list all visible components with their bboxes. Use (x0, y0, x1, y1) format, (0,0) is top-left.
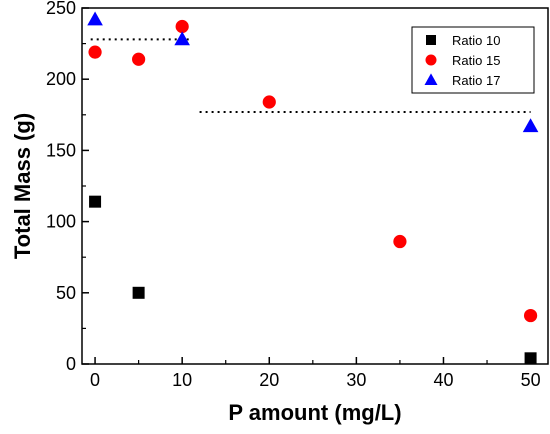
x-tick-label: 10 (172, 370, 192, 390)
legend-marker-2 (425, 54, 437, 66)
y-tick-label: 0 (66, 354, 76, 374)
legend-label-1: Ratio 10 (452, 33, 500, 48)
data-point-series-3-3 (522, 118, 539, 133)
y-tick-label: 200 (46, 69, 76, 89)
y-tick-label: 250 (46, 0, 76, 18)
x-tick-label: 0 (90, 370, 100, 390)
data-point-series-1-1 (89, 195, 102, 208)
data-point-series-3-1 (87, 11, 103, 26)
x-tick-label: 30 (346, 370, 366, 390)
axes: 0 10 20 30 40 50 0 50 100 150 200 250 (46, 0, 549, 390)
data-point-series-2-5 (393, 234, 407, 249)
x-tick-label: 40 (433, 370, 453, 390)
reference-lines (90, 38, 531, 113)
legend-marker-1 (426, 35, 436, 45)
legend-marker-3 (424, 73, 438, 85)
legend-label-2: Ratio 15 (452, 53, 500, 68)
x-tick-label: 50 (521, 370, 541, 390)
legend: Ratio 10 Ratio 15 Ratio 17 (411, 26, 535, 94)
data-point-series-2-6 (523, 308, 538, 323)
data-point-series-3-2 (174, 31, 190, 46)
y-axis-title: Total Mass (g) (10, 113, 35, 259)
legend-label-3: Ratio 17 (452, 73, 500, 88)
x-tick-label: 20 (259, 370, 279, 390)
data-points (87, 11, 539, 365)
data-point-series-2-3 (175, 19, 189, 34)
y-tick-label: 50 (56, 283, 76, 303)
x-axis-title: P amount (mg/L) (228, 400, 401, 425)
y-tick-label: 100 (46, 212, 76, 232)
data-point-series-2-4 (262, 95, 276, 109)
data-point-series-2-2 (132, 52, 146, 66)
y-tick-label: 150 (46, 140, 76, 160)
data-point-series-1-2 (132, 286, 145, 299)
data-point-series-2-1 (88, 45, 102, 59)
